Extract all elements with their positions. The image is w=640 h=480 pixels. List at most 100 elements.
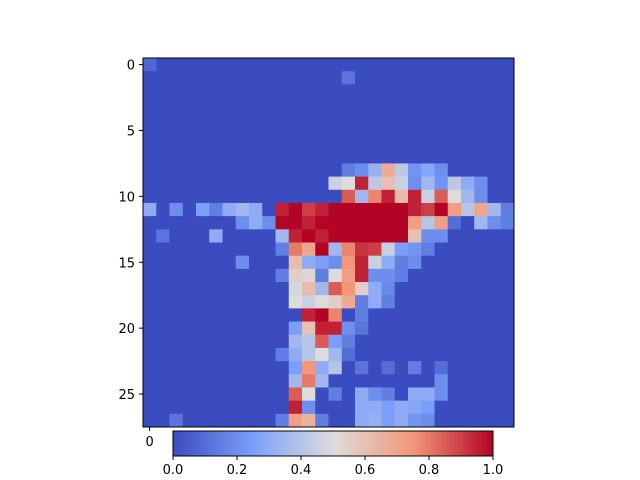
heatmap-cell <box>461 202 475 217</box>
heatmap-cell <box>196 84 210 98</box>
heatmap-cell <box>341 229 356 243</box>
heatmap-cell <box>368 400 382 415</box>
heatmap-cell <box>474 321 488 336</box>
heatmap-cell <box>196 110 210 125</box>
heatmap-cell <box>288 58 303 72</box>
heatmap-cell <box>341 176 356 191</box>
heatmap-cell <box>209 255 223 270</box>
heatmap-cell <box>394 110 409 125</box>
heatmap-cell <box>235 282 250 296</box>
heatmap-cell <box>275 229 290 243</box>
heatmap-cell <box>222 387 237 402</box>
heatmap-cell <box>355 334 369 349</box>
heatmap-cell <box>143 347 157 362</box>
heatmap-cell <box>408 282 422 296</box>
heatmap-cell <box>394 229 409 243</box>
heatmap-cell <box>169 374 184 388</box>
heatmap-cell <box>487 308 502 322</box>
heatmap-cell <box>355 268 369 283</box>
heatmap-cell <box>222 189 237 204</box>
heatmap-cell <box>421 413 435 428</box>
heatmap-cell <box>434 150 449 164</box>
heatmap-cell <box>222 268 237 283</box>
heatmap-cell <box>222 97 237 112</box>
heatmap-cell <box>500 242 515 257</box>
heatmap-cell <box>169 176 184 191</box>
colorbar-ticks: 0.0 0.2 0.4 0.6 0.8 1.0 <box>163 456 503 478</box>
heatmap-cell <box>434 58 449 72</box>
heatmap-cell <box>394 202 409 217</box>
heatmap-cell <box>275 150 290 164</box>
heatmap-cell <box>156 242 170 257</box>
heatmap-cell <box>408 321 422 336</box>
heatmap-cell <box>421 137 435 151</box>
heatmap-cell <box>262 268 276 283</box>
heatmap-cell <box>143 216 157 230</box>
heatmap-cell <box>381 295 396 309</box>
heatmap-cell <box>434 189 449 204</box>
heatmap-cell <box>421 347 435 362</box>
heatmap-cell <box>222 361 237 375</box>
heatmap-cell <box>302 163 316 178</box>
heatmap-cell <box>355 123 369 138</box>
heatmap-cell <box>196 400 210 415</box>
colorbar-tick-label: 0.4 <box>291 463 312 478</box>
heatmap-cell <box>222 255 237 270</box>
heatmap-cell <box>368 189 382 204</box>
heatmap-cell <box>209 163 223 178</box>
heatmap-cell <box>315 374 329 388</box>
heatmap-cell <box>368 282 382 296</box>
heatmap-cell <box>249 374 263 388</box>
heatmap-cell <box>461 176 475 191</box>
heatmap-cell <box>474 400 488 415</box>
heatmap-cell <box>169 334 184 349</box>
heatmap-cell <box>222 400 237 415</box>
heatmap-cell <box>341 268 356 283</box>
heatmap-cell <box>434 374 449 388</box>
heatmap-cell <box>447 97 462 112</box>
heatmap-cell <box>394 189 409 204</box>
heatmap-cell <box>288 229 303 243</box>
heatmap-cell <box>328 387 343 402</box>
heatmap-cell <box>487 110 502 125</box>
heatmap-cell <box>421 176 435 191</box>
heatmap-cell <box>156 361 170 375</box>
heatmap-cell <box>209 229 223 243</box>
heatmap-cell <box>368 71 382 85</box>
heatmap-cell <box>262 387 276 402</box>
heatmap-cell <box>447 255 462 270</box>
heatmap-cell <box>341 282 356 296</box>
heatmap-cell <box>196 268 210 283</box>
heatmap-cell <box>394 163 409 178</box>
heatmap-cell <box>222 374 237 388</box>
heatmap-cell <box>315 229 329 243</box>
heatmap-cell <box>275 308 290 322</box>
heatmap-cell <box>328 137 343 151</box>
heatmap-cell <box>249 400 263 415</box>
heatmap-cell <box>434 361 449 375</box>
heatmap-cell <box>474 295 488 309</box>
heatmap-cell <box>209 110 223 125</box>
heatmap-cell <box>182 137 197 151</box>
heatmap-cell <box>328 242 343 257</box>
heatmap-cell <box>262 216 276 230</box>
heatmap-cell <box>249 137 263 151</box>
heatmap-cell <box>235 97 250 112</box>
heatmap-cell <box>288 97 303 112</box>
heatmap-cell <box>262 308 276 322</box>
heatmap-cell <box>302 361 316 375</box>
heatmap-cell <box>500 387 515 402</box>
heatmap-cell <box>487 163 502 178</box>
heatmap-cell <box>182 123 197 138</box>
heatmap-cell <box>355 202 369 217</box>
heatmap-cell <box>474 202 488 217</box>
heatmap-cell <box>421 268 435 283</box>
heatmap-cell <box>169 150 184 164</box>
heatmap-cell <box>262 413 276 428</box>
heatmap-cell <box>182 150 197 164</box>
heatmap-cell <box>275 176 290 191</box>
heatmap-cell <box>222 150 237 164</box>
heatmap-cell <box>235 71 250 85</box>
heatmap-cell <box>182 282 197 296</box>
heatmap-cell <box>288 400 303 415</box>
